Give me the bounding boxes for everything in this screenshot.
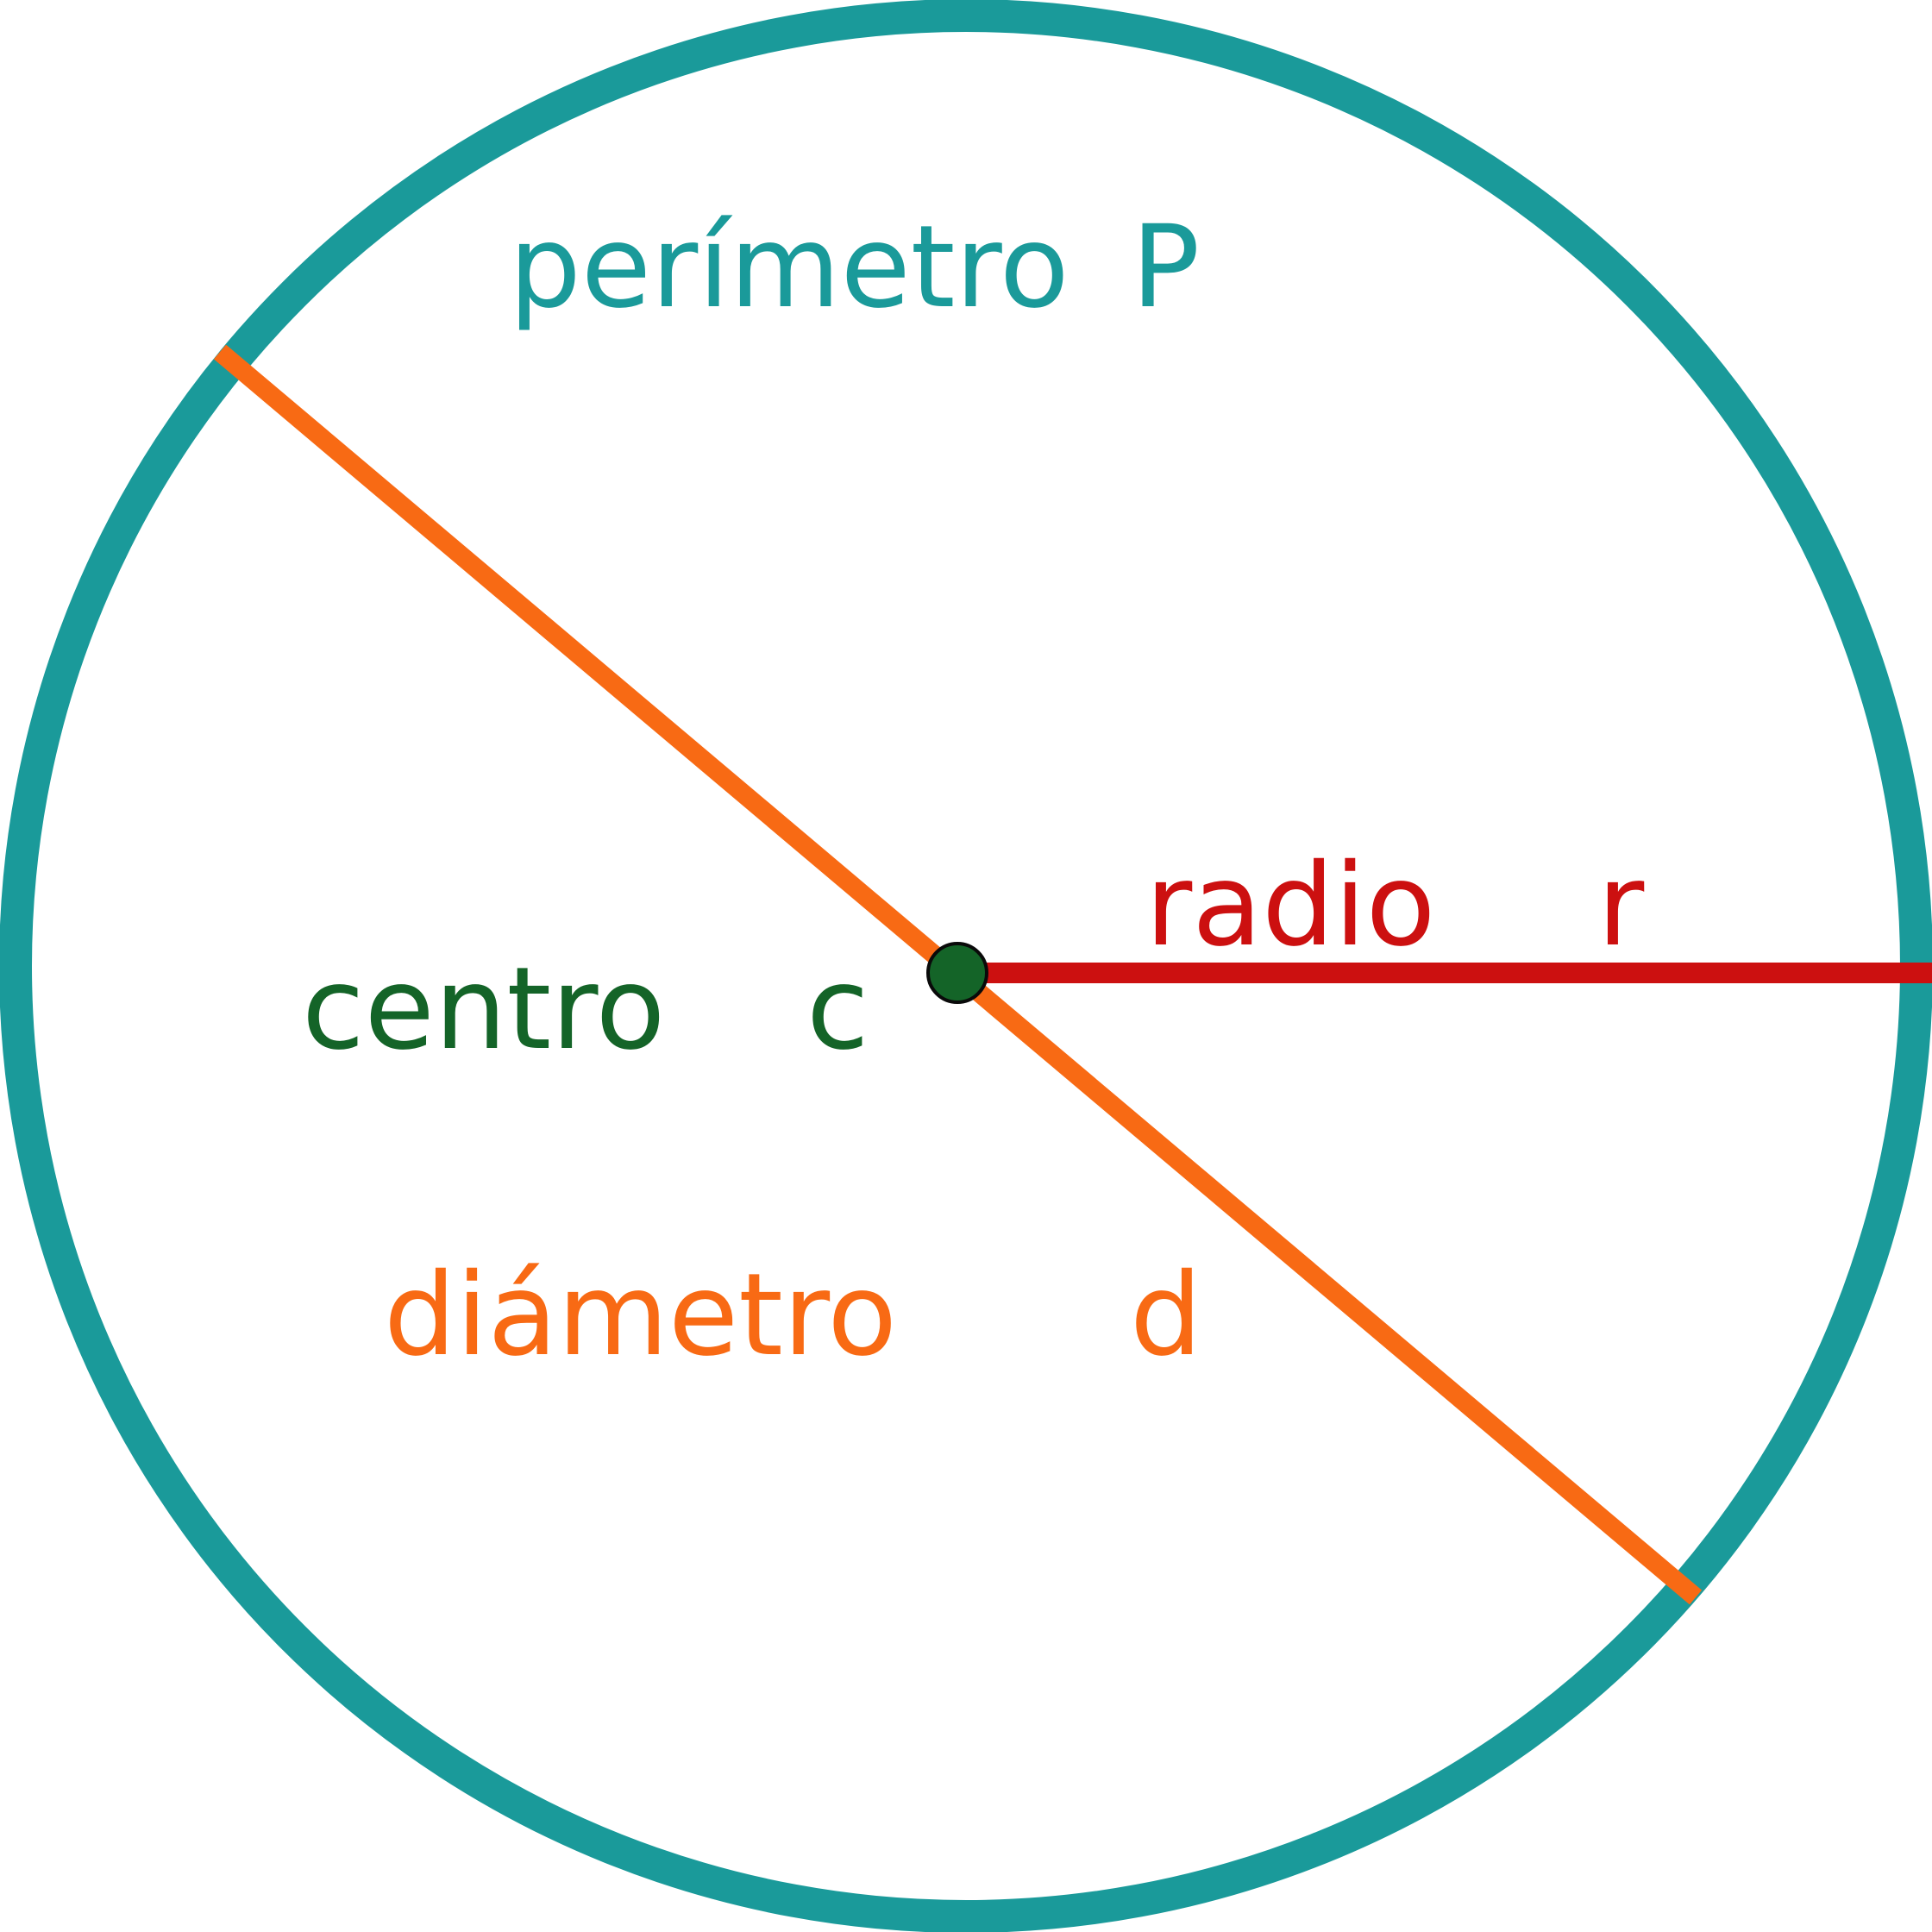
center-symbol: c <box>806 943 869 1076</box>
perimeter-word: perímetro <box>509 201 1070 334</box>
radius-word: radio <box>1145 839 1435 972</box>
center-point <box>926 942 988 1004</box>
center-word: centro <box>302 943 665 1076</box>
diameter-symbol: d <box>1130 1249 1202 1382</box>
radius-symbol: r <box>1597 839 1645 972</box>
perimeter-symbol: P <box>1132 201 1201 334</box>
perimeter-label: perímetro P <box>509 201 1200 334</box>
diameter-word: diámetro <box>384 1249 897 1382</box>
